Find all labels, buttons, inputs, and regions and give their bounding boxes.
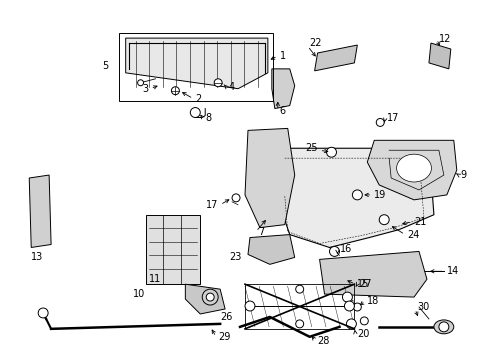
Circle shape	[360, 317, 367, 325]
Text: 30: 30	[416, 302, 428, 312]
Circle shape	[326, 147, 336, 157]
Text: 11: 11	[148, 274, 161, 284]
Ellipse shape	[433, 320, 453, 334]
Circle shape	[344, 301, 354, 311]
Circle shape	[214, 79, 222, 87]
Polygon shape	[244, 129, 294, 228]
Polygon shape	[185, 284, 224, 314]
Polygon shape	[428, 43, 450, 69]
Polygon shape	[145, 215, 200, 284]
Circle shape	[295, 320, 303, 328]
Circle shape	[379, 215, 388, 225]
Text: 12: 12	[438, 34, 450, 44]
Polygon shape	[274, 148, 433, 247]
Text: 25: 25	[305, 143, 317, 153]
Circle shape	[202, 289, 218, 305]
Circle shape	[244, 301, 254, 311]
Circle shape	[353, 303, 361, 311]
Text: 9: 9	[460, 170, 466, 180]
Circle shape	[171, 87, 179, 95]
Text: 2: 2	[195, 94, 201, 104]
Circle shape	[232, 194, 240, 202]
Polygon shape	[125, 38, 267, 89]
Bar	[119, 33, 272, 100]
Text: 18: 18	[366, 296, 379, 306]
Text: 26: 26	[220, 312, 232, 322]
Circle shape	[295, 285, 303, 293]
Text: 3: 3	[142, 84, 148, 94]
Text: 7: 7	[257, 226, 264, 237]
Text: 24: 24	[406, 230, 419, 239]
Text: 8: 8	[205, 113, 211, 123]
Polygon shape	[29, 175, 51, 247]
Text: 17: 17	[205, 200, 218, 210]
Bar	[244, 284, 354, 329]
Circle shape	[329, 247, 339, 256]
Text: 22: 22	[309, 38, 322, 48]
Polygon shape	[271, 69, 294, 109]
Polygon shape	[319, 251, 426, 297]
Circle shape	[206, 293, 214, 301]
Circle shape	[190, 108, 200, 117]
Circle shape	[438, 322, 448, 332]
Text: 5: 5	[102, 61, 108, 71]
Circle shape	[352, 190, 362, 200]
Polygon shape	[366, 140, 456, 200]
Circle shape	[342, 292, 352, 302]
Text: 16: 16	[339, 244, 351, 255]
Circle shape	[375, 118, 384, 126]
Text: 10: 10	[133, 289, 145, 299]
Text: 1: 1	[279, 51, 285, 61]
Text: 27: 27	[359, 279, 371, 289]
Text: 28: 28	[317, 336, 329, 346]
Polygon shape	[314, 45, 357, 71]
Text: 13: 13	[31, 252, 43, 262]
Circle shape	[346, 319, 356, 329]
Circle shape	[38, 308, 48, 318]
Text: 20: 20	[357, 329, 369, 339]
Text: 15: 15	[357, 279, 369, 289]
Text: 14: 14	[446, 266, 458, 276]
Text: 4: 4	[227, 82, 234, 92]
Text: 17: 17	[386, 113, 399, 123]
Circle shape	[137, 80, 143, 86]
Polygon shape	[247, 235, 294, 264]
Text: 29: 29	[218, 332, 230, 342]
Text: 23: 23	[229, 252, 242, 262]
Text: 6: 6	[279, 105, 285, 116]
Text: 21: 21	[413, 217, 426, 227]
Ellipse shape	[396, 154, 430, 182]
Text: 19: 19	[373, 190, 386, 200]
